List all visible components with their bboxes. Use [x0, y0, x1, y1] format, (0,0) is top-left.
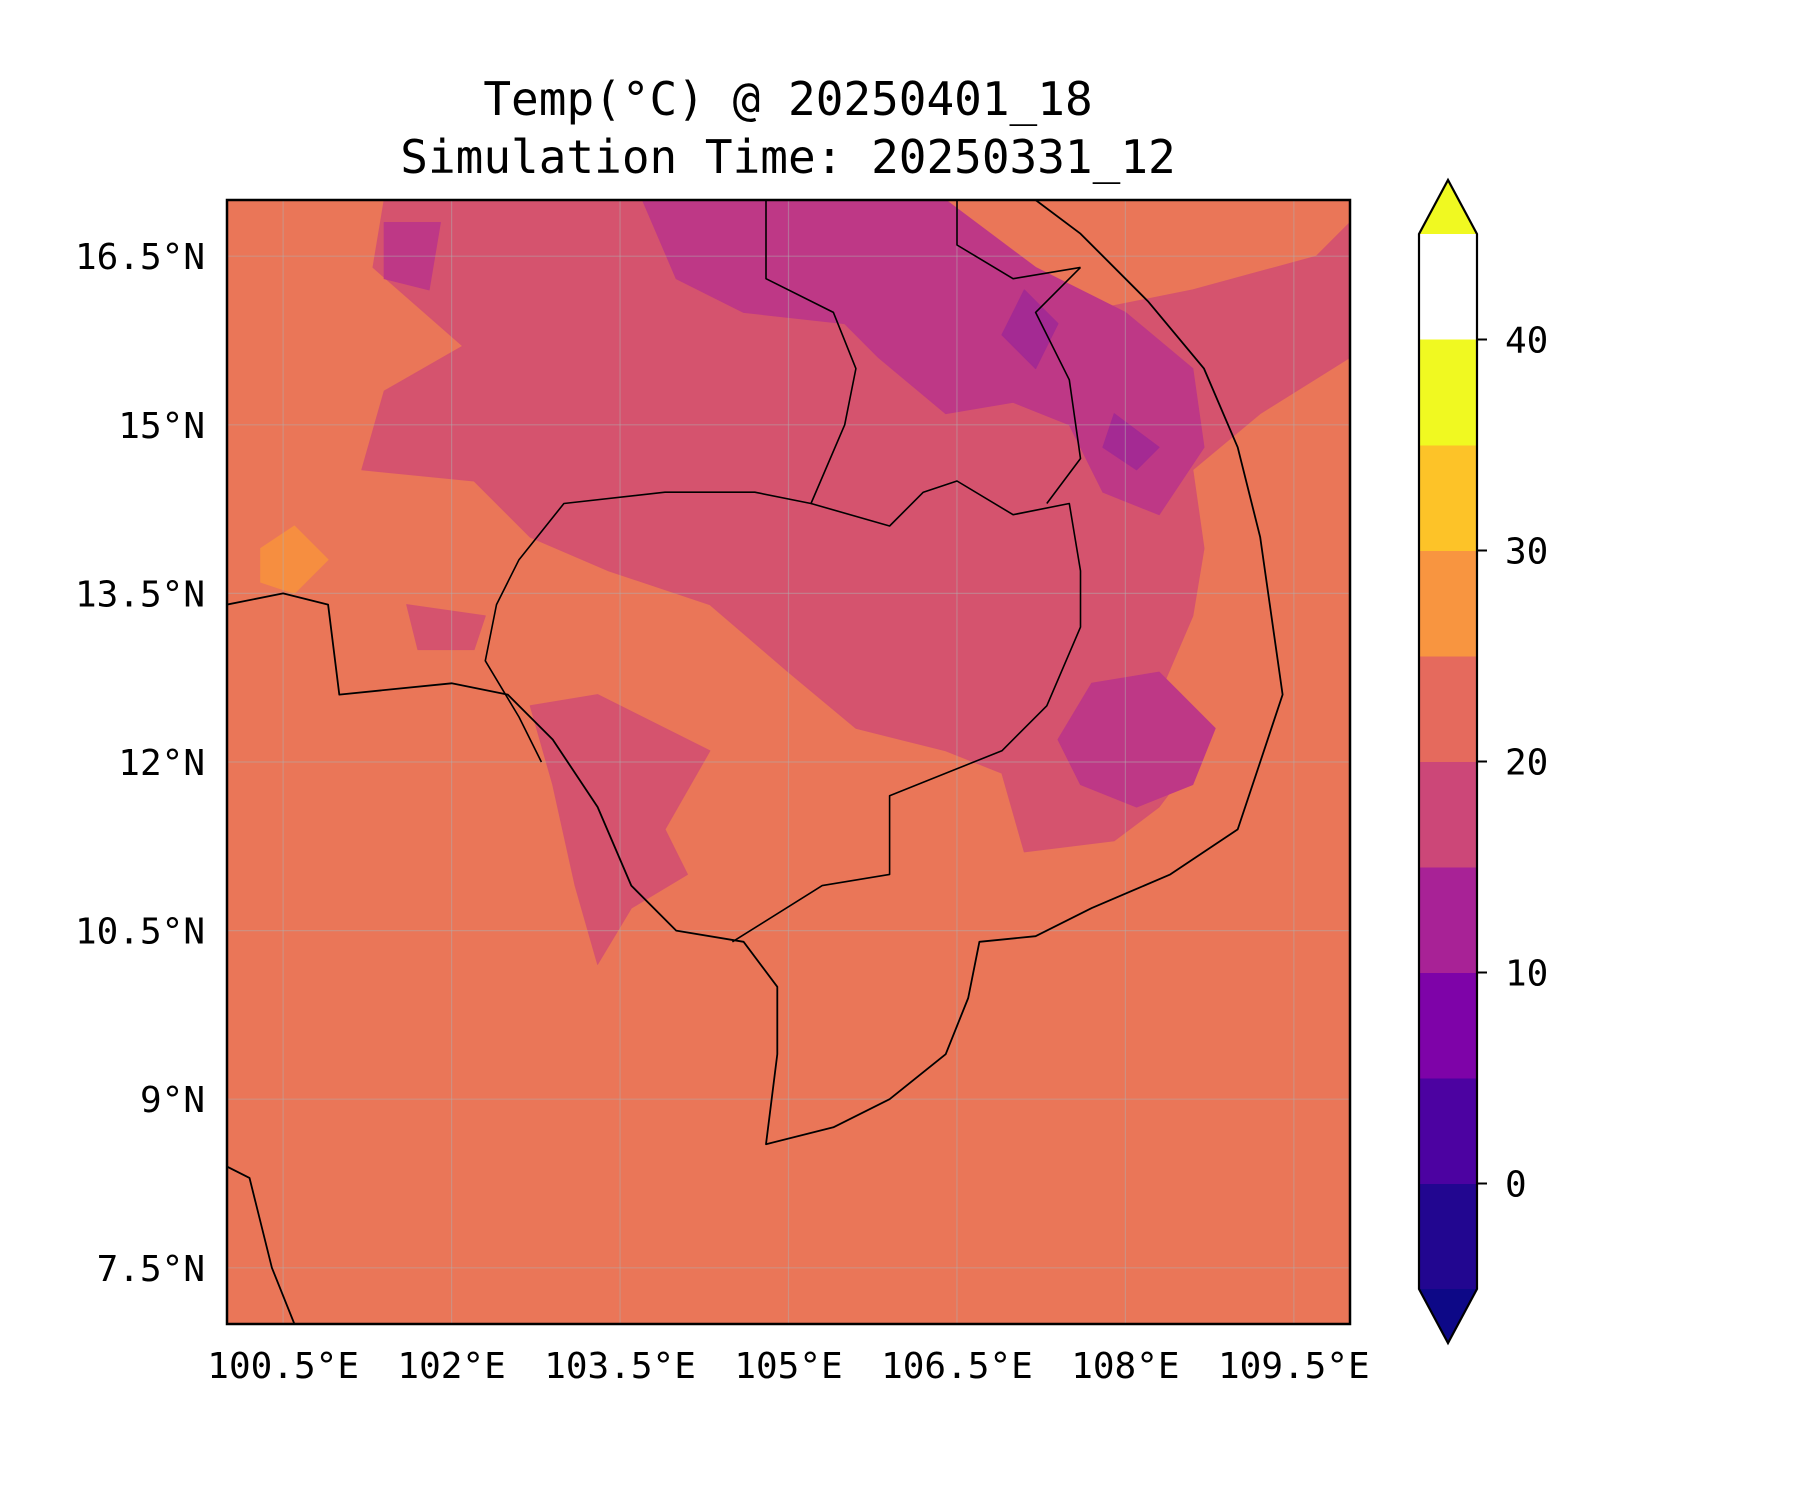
lon-tick-label-1: 102°E	[397, 1346, 505, 1387]
temp-region-20-25-1	[529, 694, 711, 965]
temp-region-15-20-4	[1057, 671, 1216, 808]
colorbar-under-arrow	[1419, 1289, 1477, 1343]
coastlines	[227, 200, 1284, 1324]
temperature-fields	[260, 200, 1350, 965]
colorbar-tick-label-2: 20	[1505, 743, 1548, 784]
lat-tick-label-5: 9°N	[140, 1080, 205, 1121]
border-0	[484, 200, 857, 763]
lon-tick-label-4: 106.5°E	[881, 1346, 1033, 1387]
colorbar: 0 10 20 30 40	[1417, 177, 1548, 1346]
colorbar-tick-label-4: 40	[1505, 321, 1548, 362]
temp-region-30-35-8	[260, 525, 329, 594]
colorbar-tick-label-3: 30	[1505, 532, 1548, 573]
border-1	[731, 480, 1082, 943]
colorbar-tick-label-1: 10	[1505, 954, 1548, 995]
coastline-0	[227, 200, 1284, 1146]
title-line-1: Temp(°C) @ 20250401_18	[483, 72, 1092, 126]
colorbar-segment-2	[1419, 972, 1477, 1079]
map-frame	[225, 198, 1352, 1326]
colorbar-segment-8	[1419, 339, 1477, 446]
colorbar-tick-label-0: 0	[1505, 1165, 1527, 1206]
temp-region-10-15-6	[1001, 289, 1059, 370]
colorbar-segment-1	[1419, 1078, 1477, 1184]
temp-region-15-20-3	[642, 200, 1205, 516]
lat-tick-label-6: 7.5°N	[97, 1249, 205, 1290]
coastline-1	[227, 1165, 296, 1324]
colorbar-segment-5	[1419, 656, 1477, 762]
longitude-axis: 100.5°E 102°E 103.5°E 105°E 106.5°E 108°E 109.…	[207, 1346, 1369, 1387]
temp-region-20-25-2	[406, 604, 486, 651]
temp-region-10-15-7	[1102, 413, 1160, 471]
colorbar-segment-6	[1419, 550, 1477, 657]
lat-tick-label-1: 15°N	[118, 406, 205, 447]
colorbar-outline	[1417, 177, 1479, 1346]
title-line-2: Simulation Time: 20250331_12	[400, 130, 1175, 184]
map-panel	[225, 198, 1352, 1326]
lat-tick-label-0: 16.5°N	[75, 237, 205, 278]
temp-region-15-20-5	[383, 222, 441, 291]
border-2	[1034, 266, 1082, 504]
lon-tick-label-0: 100.5°E	[207, 1346, 359, 1387]
lat-tick-label-3: 12°N	[118, 743, 205, 784]
latitude-axis: 16.5°N 15°N 13.5°N 12°N 10.5°N 9°N 7.5°N	[75, 237, 205, 1290]
lon-tick-label-2: 103.5°E	[544, 1346, 696, 1387]
colorbar-over-arrow	[1419, 180, 1477, 234]
lon-tick-label-5: 108°E	[1071, 1346, 1179, 1387]
colorbar-segment-7	[1419, 445, 1477, 551]
lat-tick-label-4: 10.5°N	[75, 912, 205, 953]
lon-tick-label-6: 109.5°E	[1218, 1346, 1370, 1387]
colorbar-segment-3	[1419, 867, 1477, 973]
colorbar-segment-4	[1419, 761, 1477, 868]
graticule	[227, 200, 1350, 1324]
country-borders	[484, 200, 1082, 943]
lon-tick-label-3: 105°E	[734, 1346, 842, 1387]
lat-tick-label-2: 13.5°N	[75, 574, 205, 615]
colorbar-segment-0	[1419, 1183, 1477, 1290]
border-3	[956, 200, 1081, 280]
